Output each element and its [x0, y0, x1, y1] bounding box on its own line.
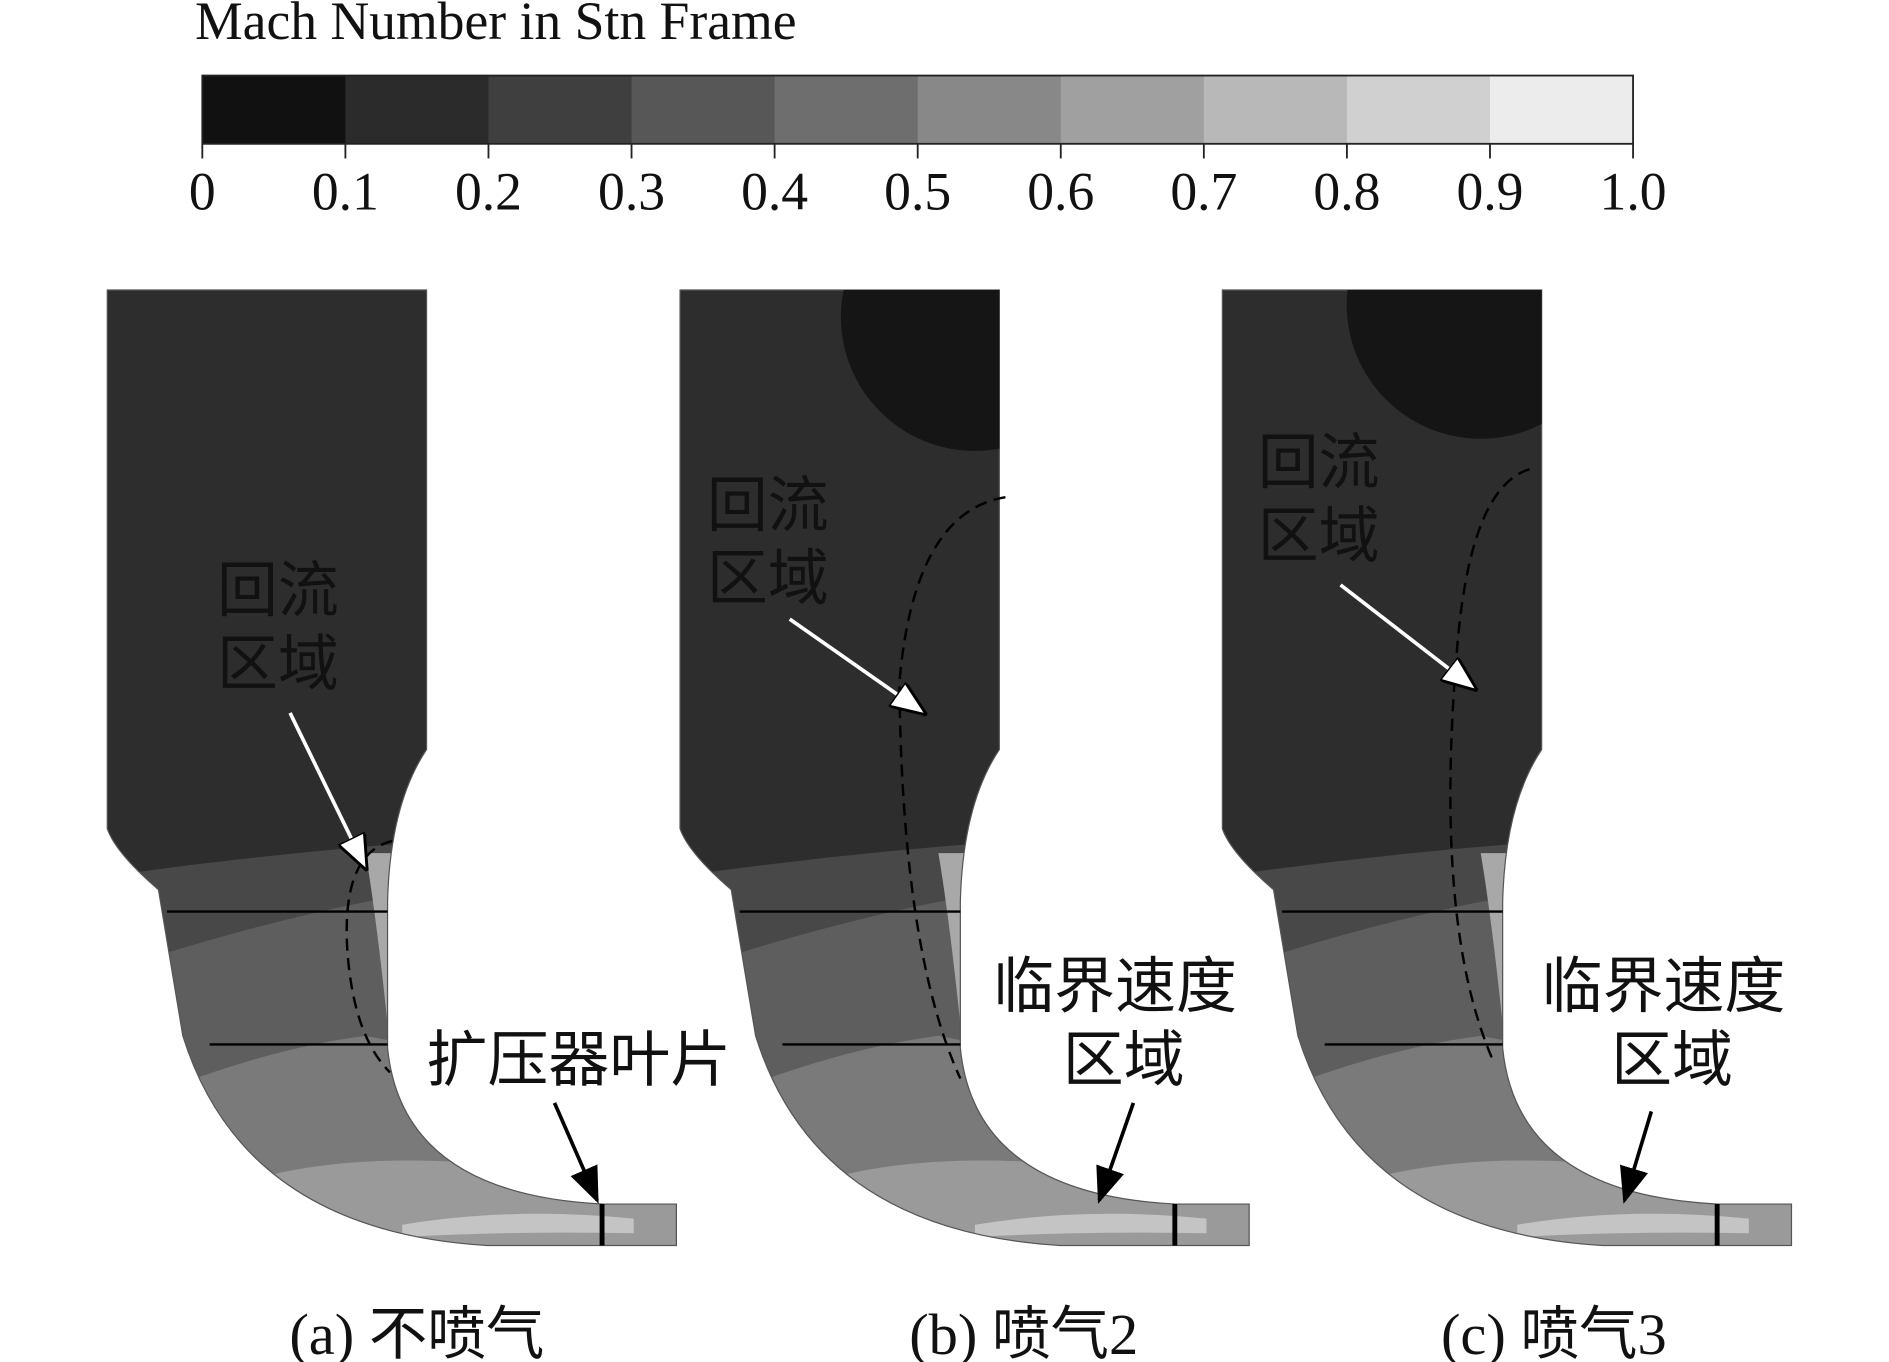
colorbar-level [1489, 75, 1634, 144]
colorbar-tick-label: 0.8 [1313, 162, 1380, 222]
annotation: 临界速度 [1542, 954, 1786, 1021]
colorbar-title: Mach Number in Stn Frame [195, 0, 797, 51]
dark-core [840, 290, 1110, 451]
colorbar-tick-label: 0.5 [884, 162, 951, 222]
colorbar-tick-label: 1.0 [1600, 162, 1667, 222]
annotation: 区域 [1611, 1027, 1733, 1094]
contour [98, 280, 683, 1255]
colorbar-level [202, 75, 347, 144]
colorbar-level [917, 75, 1062, 144]
colorbar-level [1060, 75, 1205, 144]
dashed-boundary [898, 496, 1006, 1080]
annotation: 扩压器叶片 [427, 1027, 732, 1094]
colorbar-level [774, 75, 919, 144]
colorbar-tick-label: 0.3 [598, 162, 665, 222]
colorbar-level [1346, 75, 1491, 144]
dashed-boundary [1449, 468, 1530, 1061]
colorbar-level [488, 75, 633, 144]
annotation: 区域 [1063, 1027, 1185, 1094]
annotation: 区域 [707, 546, 829, 613]
colorbar-tick-label: 0.4 [741, 162, 808, 222]
caption: (b) 喷气2 [909, 1302, 1138, 1362]
annotation: 区域 [217, 631, 339, 698]
annotation: 区域 [1258, 503, 1380, 570]
colorbar-level [631, 75, 776, 144]
arrow [1620, 1110, 1654, 1204]
colorbar-tick-label: 0.1 [312, 162, 379, 222]
caption: (a) 不喷气 [289, 1302, 544, 1362]
arrow [788, 617, 924, 713]
arrow [1339, 583, 1475, 689]
colorbar-level [345, 75, 490, 144]
colorbar-tick-label: 0.6 [1027, 162, 1094, 222]
caption: (c) 喷气3 [1441, 1302, 1667, 1362]
arrow [552, 1102, 599, 1204]
annotation: 临界速度 [993, 954, 1237, 1021]
arrow [288, 712, 366, 868]
panel-c: 回流 区域 临界速度 区域 (c) 喷气3 [1213, 171, 1798, 1362]
colorbar-tick-label: 0 [189, 162, 216, 222]
panel-a: 回流 区域 扩压器叶片 (a) 不喷气 [98, 280, 732, 1362]
arrow [1096, 1102, 1136, 1204]
colorbar-level [1203, 75, 1348, 144]
panel-b: 回流 区域 临界速度 区域 (b) 喷气2 [670, 183, 1255, 1362]
annotation: 回流 [217, 558, 339, 625]
colorbar-tick-label: 0.9 [1456, 162, 1523, 222]
colorbar-tick-label: 0.2 [455, 162, 522, 222]
annotation: 回流 [1258, 430, 1380, 497]
colorbar-tick-label: 0.7 [1170, 162, 1237, 222]
annotation: 回流 [707, 473, 829, 540]
